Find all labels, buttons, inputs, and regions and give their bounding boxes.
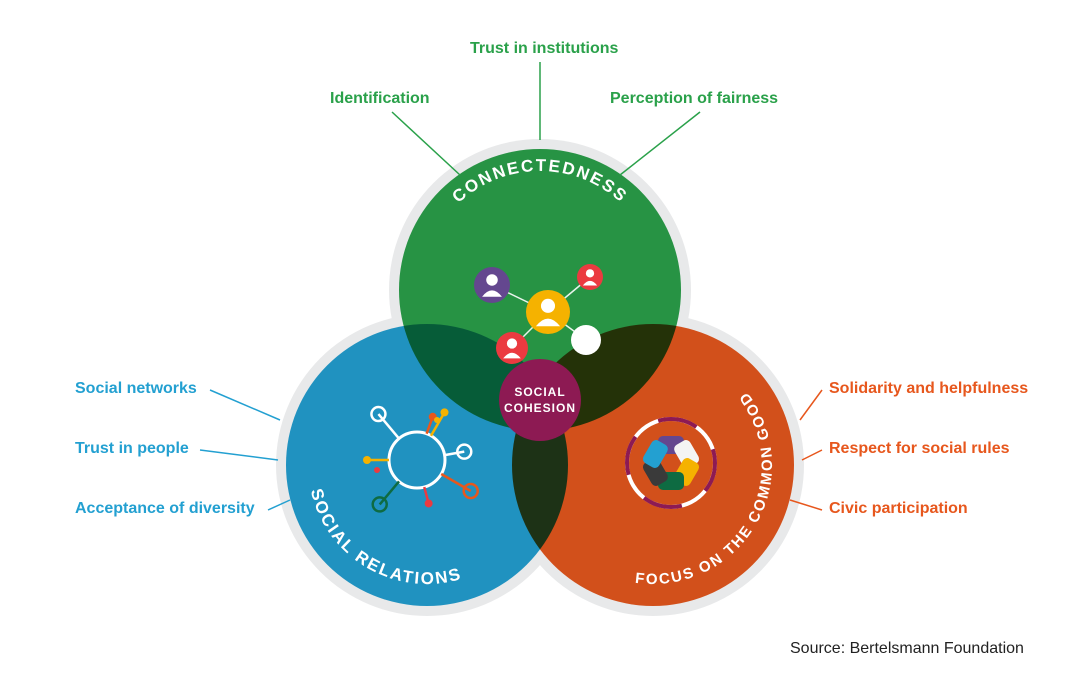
svg-text:SOCIAL: SOCIAL bbox=[514, 385, 565, 399]
label-identification: Identification bbox=[330, 90, 430, 108]
svg-text:COHESION: COHESION bbox=[504, 401, 576, 415]
diagram-stage: CONNECTEDNESSSOCIAL RELATIONSFOCUS ON TH… bbox=[0, 0, 1080, 675]
label-perception-fairness: Perception of fairness bbox=[610, 90, 778, 108]
label-trust-institutions: Trust in institutions bbox=[470, 40, 618, 58]
label-respect-rules: Respect for social rules bbox=[829, 440, 1010, 458]
label-trust-people: Trust in people bbox=[75, 440, 189, 458]
source-credit: Source: Bertelsmann Foundation bbox=[790, 640, 1024, 658]
venn-svg: CONNECTEDNESSSOCIAL RELATIONSFOCUS ON TH… bbox=[0, 0, 1080, 675]
label-acceptance-diversity: Acceptance of diversity bbox=[75, 500, 255, 518]
label-social-networks: Social networks bbox=[75, 380, 197, 398]
label-solidarity: Solidarity and helpfulness bbox=[829, 380, 1028, 398]
label-civic-participation: Civic participation bbox=[829, 500, 968, 518]
